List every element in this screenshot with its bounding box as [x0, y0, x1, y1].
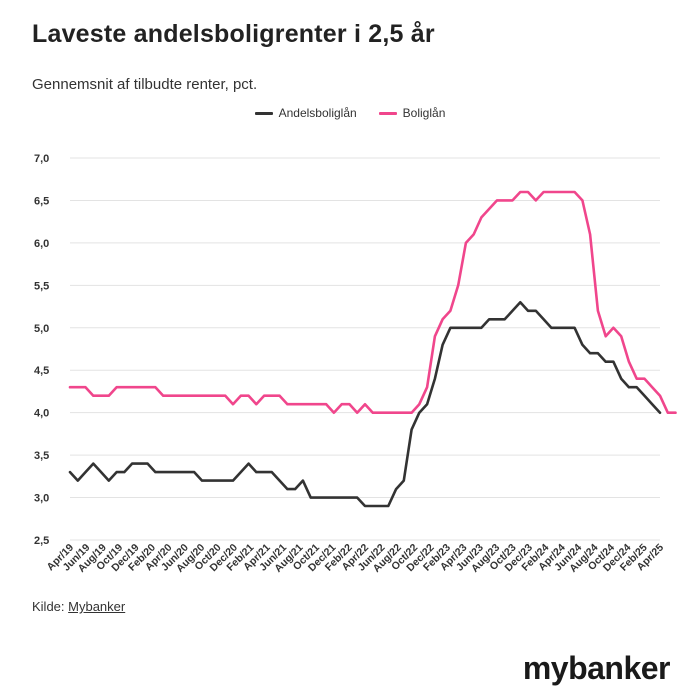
mybanker-logo: mybanker [522, 650, 671, 686]
y-tick-label: 7,0 [34, 153, 49, 165]
legend-label-andelsboliglan: Andelsboliglån [278, 106, 357, 120]
chart-title: Laveste andelsboligrenter i 2,5 år [32, 20, 435, 48]
y-tick-label: 3,0 [34, 493, 49, 505]
y-tick-label: 6,0 [34, 238, 49, 250]
y-tick-label: 6,5 [34, 195, 49, 207]
legend-swatch-andelsboliglan [254, 111, 273, 115]
y-tick-label: 2,5 [34, 535, 49, 547]
y-tick-label: 4,0 [34, 408, 49, 420]
chart-subtitle: Gennemsnit af tilbudte renter, pct. [32, 76, 258, 93]
legend-item-boliglan: Boliglån [378, 106, 446, 120]
series-line-boliglan [68, 190, 677, 415]
y-tick-label: 4,5 [34, 365, 49, 377]
legend-swatch-boliglan [378, 111, 397, 115]
source-prefix: Kilde: [32, 599, 69, 614]
y-tick-label: 5,0 [34, 323, 49, 335]
source-link[interactable]: Mybanker [68, 599, 126, 614]
legend-item-andelsboliglan: Andelsboliglån [254, 106, 357, 120]
series-line-andelsboliglan [68, 300, 662, 508]
y-tick-label: 5,5 [34, 280, 49, 292]
legend-label-boliglan: Boliglån [402, 106, 446, 120]
chart-legend: Andelsboliglån Boliglån [0, 106, 700, 120]
source-note: Kilde: Mybanker [32, 599, 125, 614]
y-tick-label: 3,5 [34, 450, 49, 462]
